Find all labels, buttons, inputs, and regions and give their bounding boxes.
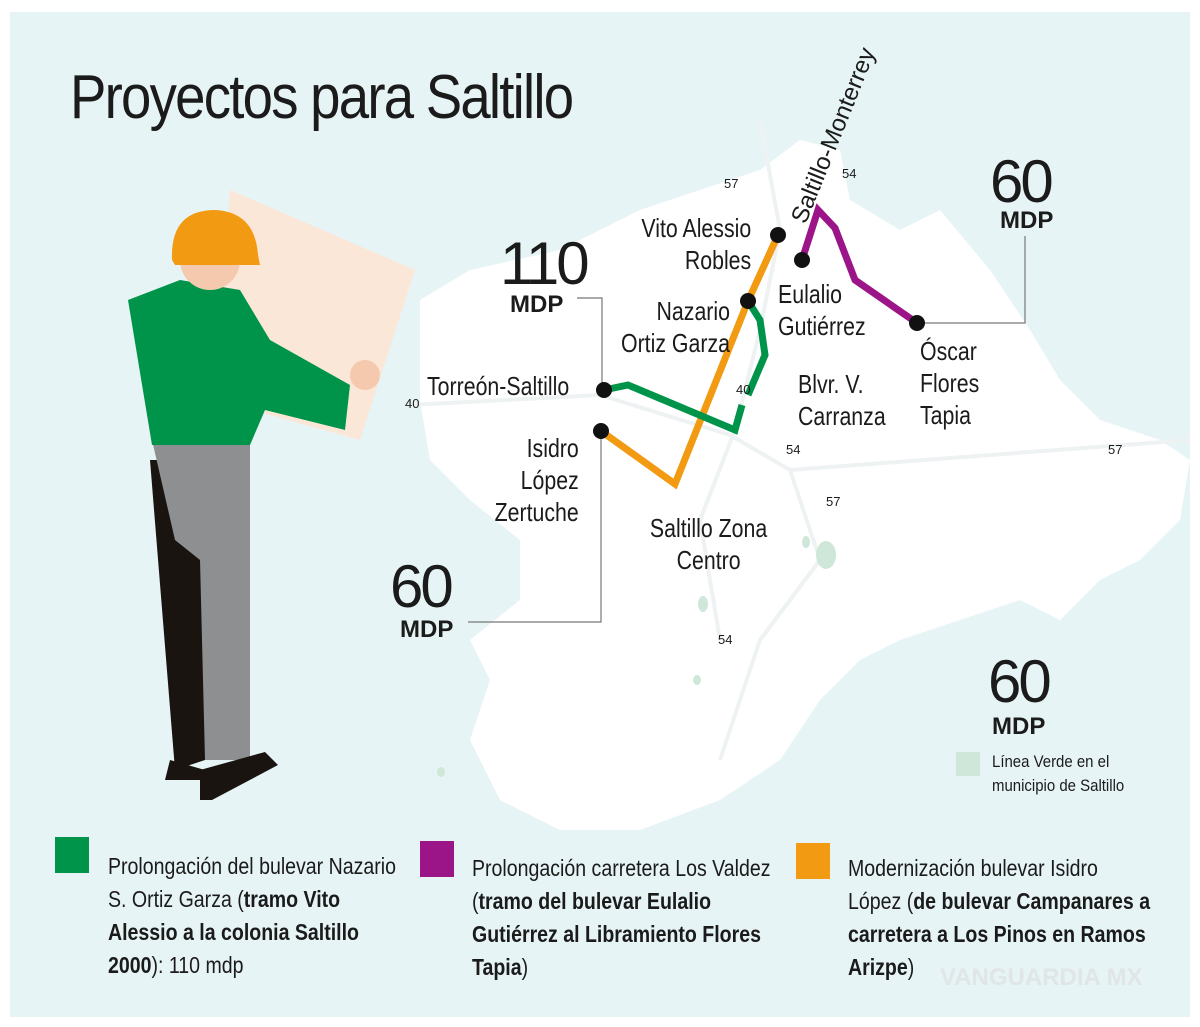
amount-orange-value: 60 bbox=[390, 553, 454, 620]
legend-bold: tramo Vito Alessio a la colonia Saltillo… bbox=[108, 886, 359, 978]
linea-verde-swatch bbox=[956, 752, 980, 776]
road-network bbox=[409, 119, 1190, 761]
worker-illustration bbox=[128, 190, 415, 800]
leader-lines bbox=[468, 236, 1026, 623]
amount-purple-unit: MDP bbox=[1000, 207, 1054, 234]
amount-linea-verde-value: 60 bbox=[988, 648, 1052, 715]
linea-verde-parks bbox=[437, 536, 836, 777]
road-label: 57 bbox=[724, 176, 739, 191]
amount-linea-verde-unit: MDP bbox=[992, 713, 1046, 740]
legend-text: Prolongación carretera Los Valdez ( bbox=[472, 855, 771, 914]
route-purple bbox=[798, 203, 919, 326]
linea-verde-label: Línea Verde en el municipio de Saltillo bbox=[992, 752, 1125, 795]
place-isidro-lopez-zertuche: Isidro López Zertuche bbox=[494, 433, 579, 527]
amount-orange-unit: MDP bbox=[400, 616, 454, 643]
infographic: VANGUARDIA MX Proyectos para Saltillo Sa… bbox=[10, 12, 1190, 1017]
legend-text: Modernización bulevar Isidro López ( bbox=[848, 855, 1098, 914]
legend-bold: tramo del bulevar Eulalio Gutiérrez al L… bbox=[472, 888, 761, 980]
watermark: VANGUARDIA MX bbox=[940, 964, 1143, 991]
road-label: 54 bbox=[718, 632, 733, 647]
amount-green-value: 110 bbox=[500, 230, 590, 297]
legend-tail: ) bbox=[907, 954, 915, 980]
road-label: 40 bbox=[405, 396, 420, 411]
place-saltillo-zona-centro: Saltillo Zona Centro bbox=[649, 513, 768, 575]
amount-green-unit: MDP bbox=[510, 291, 564, 318]
road-label: 57 bbox=[1108, 442, 1123, 457]
route-green bbox=[603, 381, 746, 435]
city-area bbox=[420, 140, 1190, 830]
legend-item-green: Prolongación del bulevar Nazario S. Orti… bbox=[108, 850, 414, 982]
amount-purple-value: 60 bbox=[990, 148, 1054, 215]
road-label: 54 bbox=[786, 442, 801, 457]
map-graphic: VANGUARDIA MX bbox=[128, 119, 1190, 991]
road-label: 40 bbox=[736, 382, 751, 397]
legend-bold: de bulevar Campanares a carretera a Los … bbox=[848, 888, 1151, 980]
legend-tail: ): 110 mdp bbox=[151, 952, 244, 978]
route-endpoints bbox=[593, 227, 925, 439]
place-nazario-ortiz-garza: Nazario Ortiz Garza bbox=[621, 296, 730, 358]
place-torreon-saltillo: Torreón-Saltillo bbox=[427, 371, 570, 401]
place-blvr-carranza: Blvr. V. Carranza bbox=[798, 369, 886, 431]
road-label: 57 bbox=[826, 494, 841, 509]
legend-text: Prolongación del bulevar Nazario S. Orti… bbox=[108, 853, 396, 912]
legend-swatch-purple bbox=[420, 841, 454, 877]
legend-tail: ) bbox=[521, 954, 529, 980]
page-title: Proyectos para Saltillo bbox=[70, 63, 574, 132]
legend-item-orange: Modernización bulevar Isidro López (de b… bbox=[848, 852, 1154, 984]
route-green-2 bbox=[744, 299, 769, 397]
legend-swatch-green bbox=[55, 837, 89, 873]
legend-item-purple: Prolongación carretera Los Valdez (tramo… bbox=[472, 852, 778, 984]
place-vito-alessio-robles: Vito Alessio Robles bbox=[641, 213, 752, 275]
place-eulalio-gutierrez: Eulalio Gutiérrez bbox=[778, 279, 866, 341]
place-oscar-flores-tapia: Óscar Flores Tapia bbox=[920, 336, 980, 430]
legend-swatch-orange bbox=[796, 843, 830, 879]
route-orange bbox=[598, 233, 782, 490]
road-label: 54 bbox=[842, 166, 857, 181]
